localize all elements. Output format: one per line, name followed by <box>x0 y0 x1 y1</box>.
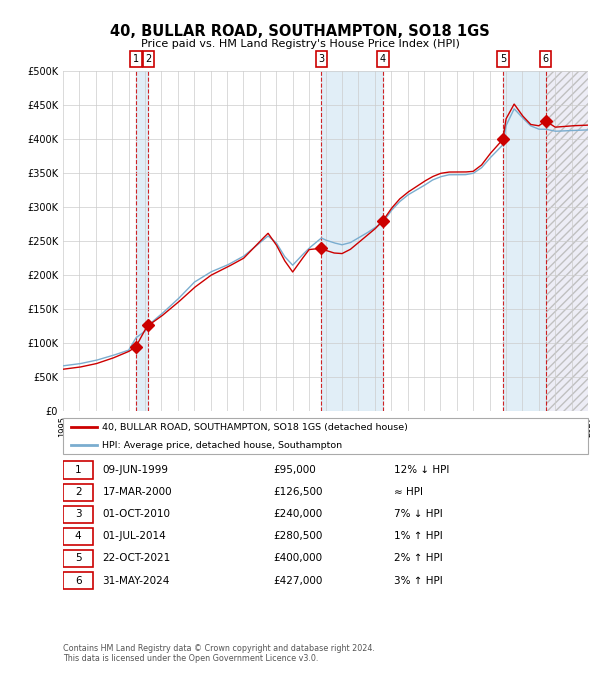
Text: £280,500: £280,500 <box>273 531 322 541</box>
Text: 3: 3 <box>75 509 82 520</box>
Text: 1: 1 <box>75 465 82 475</box>
Text: 2% ↑ HPI: 2% ↑ HPI <box>394 554 443 564</box>
Text: 5: 5 <box>75 554 82 564</box>
Text: 5: 5 <box>500 54 506 64</box>
Text: £126,500: £126,500 <box>273 487 323 497</box>
Text: Contains HM Land Registry data © Crown copyright and database right 2024.
This d: Contains HM Land Registry data © Crown c… <box>63 643 375 663</box>
Text: 31-MAY-2024: 31-MAY-2024 <box>103 575 170 585</box>
Text: 40, BULLAR ROAD, SOUTHAMPTON, SO18 1GS (detached house): 40, BULLAR ROAD, SOUTHAMPTON, SO18 1GS (… <box>103 423 408 432</box>
Text: 6: 6 <box>542 54 549 64</box>
FancyBboxPatch shape <box>63 550 94 567</box>
Bar <box>503 71 545 411</box>
Text: £95,000: £95,000 <box>273 465 316 475</box>
Text: 12% ↓ HPI: 12% ↓ HPI <box>394 465 449 475</box>
Text: 4: 4 <box>380 54 386 64</box>
Bar <box>322 71 383 411</box>
Text: £400,000: £400,000 <box>273 554 322 564</box>
Text: 22-OCT-2021: 22-OCT-2021 <box>103 554 170 564</box>
FancyBboxPatch shape <box>63 506 94 523</box>
FancyBboxPatch shape <box>63 483 94 500</box>
FancyBboxPatch shape <box>63 528 94 545</box>
Text: £240,000: £240,000 <box>273 509 322 520</box>
Text: 7% ↓ HPI: 7% ↓ HPI <box>394 509 443 520</box>
Text: 2: 2 <box>145 54 152 64</box>
Text: 01-OCT-2010: 01-OCT-2010 <box>103 509 170 520</box>
Text: Price paid vs. HM Land Registry's House Price Index (HPI): Price paid vs. HM Land Registry's House … <box>140 39 460 49</box>
Text: 1% ↑ HPI: 1% ↑ HPI <box>394 531 443 541</box>
Text: 4: 4 <box>75 531 82 541</box>
Text: ≈ HPI: ≈ HPI <box>394 487 423 497</box>
Text: 2: 2 <box>75 487 82 497</box>
Text: 1: 1 <box>133 54 139 64</box>
Text: 3: 3 <box>319 54 325 64</box>
FancyBboxPatch shape <box>63 462 94 479</box>
FancyBboxPatch shape <box>63 572 94 589</box>
Text: 17-MAR-2000: 17-MAR-2000 <box>103 487 172 497</box>
Text: HPI: Average price, detached house, Southampton: HPI: Average price, detached house, Sout… <box>103 441 343 449</box>
Bar <box>136 71 148 411</box>
Text: 6: 6 <box>75 575 82 585</box>
FancyBboxPatch shape <box>63 418 588 454</box>
Bar <box>545 71 588 411</box>
Text: 09-JUN-1999: 09-JUN-1999 <box>103 465 169 475</box>
Text: 3% ↑ HPI: 3% ↑ HPI <box>394 575 443 585</box>
Text: £427,000: £427,000 <box>273 575 322 585</box>
Text: 40, BULLAR ROAD, SOUTHAMPTON, SO18 1GS: 40, BULLAR ROAD, SOUTHAMPTON, SO18 1GS <box>110 24 490 39</box>
Text: 01-JUL-2014: 01-JUL-2014 <box>103 531 166 541</box>
